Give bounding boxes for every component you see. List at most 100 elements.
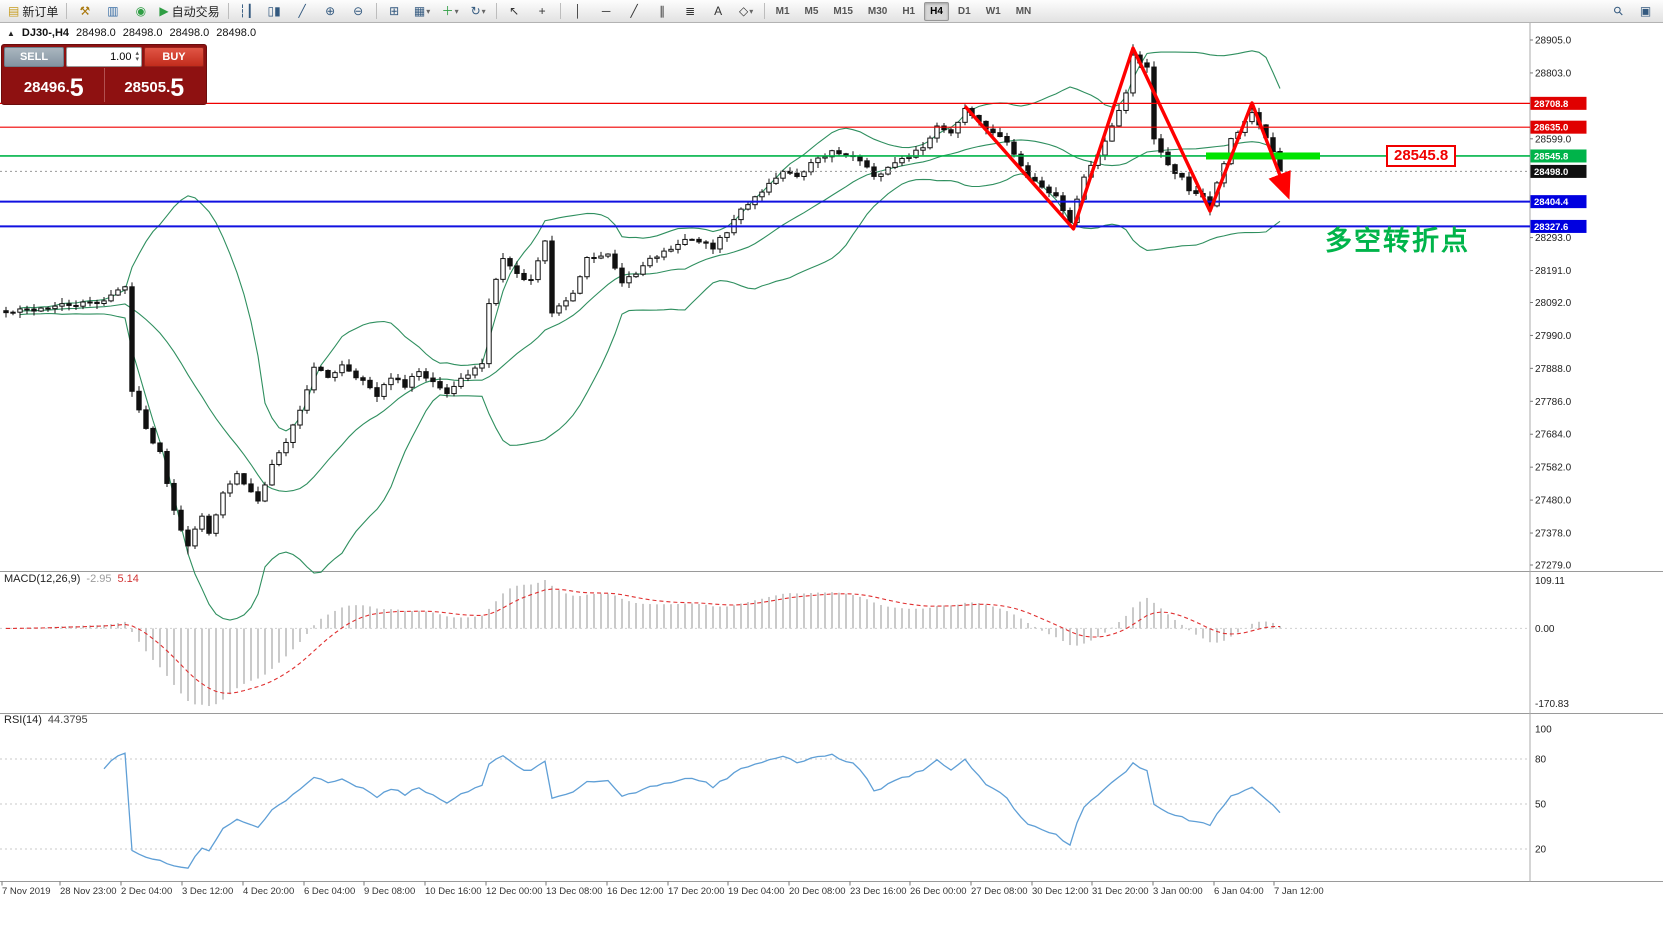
tile-windows-icon[interactable]: ⊞ bbox=[381, 1, 408, 22]
trade-panel-divider bbox=[103, 68, 105, 102]
vline-icon: │ bbox=[574, 4, 582, 18]
autotrading-button[interactable]: ▶ 自动交易 bbox=[155, 1, 223, 22]
sell-button[interactable]: SELL bbox=[4, 47, 64, 67]
vline-icon[interactable]: │ bbox=[565, 1, 592, 22]
time-label: 28 Nov 23:00 bbox=[60, 886, 117, 897]
timeframe-mn-button[interactable]: MN bbox=[1015, 5, 1032, 17]
rsi-label: RSI(14) 44.3795 bbox=[4, 714, 88, 726]
zoom-in-icon: ⊕ bbox=[325, 4, 336, 18]
volume-input[interactable] bbox=[67, 51, 134, 63]
new-chart-icon[interactable]: ▦ ▾ bbox=[409, 1, 436, 22]
fibonacci-icon[interactable]: ≣ bbox=[677, 1, 704, 22]
bollinger-middle-line bbox=[19, 139, 1281, 493]
macd-signal-line bbox=[6, 588, 1281, 694]
price-axis-label: 27582.0 bbox=[1535, 463, 1572, 474]
autotrading-icon: ▶ bbox=[159, 4, 169, 18]
timeframe-d1-button[interactable]: D1 bbox=[957, 5, 971, 17]
indicators-icon: ＋ bbox=[441, 4, 454, 18]
new-order-button-label: 新订单 bbox=[22, 4, 59, 19]
toolbox-icon[interactable]: ⚒ bbox=[71, 1, 98, 22]
level-lines bbox=[0, 102, 1530, 228]
price-axis-label: 27990.0 bbox=[1535, 331, 1572, 342]
zoom-in-icon[interactable]: ⊕ bbox=[317, 1, 344, 22]
price-axis-label: 27888.0 bbox=[1535, 364, 1572, 375]
timeframe-m15-button[interactable]: M15 bbox=[833, 5, 853, 17]
time-label: 20 Dec 08:00 bbox=[789, 886, 846, 897]
volume-down-button[interactable]: ▾ bbox=[135, 56, 139, 63]
hline-icon[interactable]: ─ bbox=[593, 1, 620, 22]
pane-frame bbox=[0, 23, 1663, 882]
text-icon[interactable]: A bbox=[705, 1, 732, 22]
price-tag: 28635.0 bbox=[1534, 123, 1568, 134]
rsi-axis-label: 50 bbox=[1535, 800, 1547, 811]
cycle-icon[interactable]: ↻ ▾ bbox=[465, 1, 492, 22]
shapes-icon[interactable]: ◇ ▾ bbox=[733, 1, 760, 22]
trendline-icon: ╱ bbox=[630, 4, 638, 18]
dropdown-caret-icon: ▾ bbox=[749, 6, 754, 16]
highlight-zone[interactable] bbox=[1206, 152, 1320, 160]
timeframe-h1-button[interactable]: H1 bbox=[902, 5, 916, 17]
price-tag: 28708.8 bbox=[1534, 99, 1568, 110]
macd-axis-bottom: -170.83 bbox=[1535, 699, 1569, 710]
rsi-pane: 100 80 50 20 bbox=[0, 725, 1552, 869]
market-watch-icon: ▥ bbox=[107, 4, 119, 18]
timeframe-h4-button[interactable]: H4 bbox=[924, 1, 949, 21]
price-axis-label: 28191.0 bbox=[1535, 266, 1572, 277]
toolbox-icon: ⚒ bbox=[79, 4, 91, 18]
channel-icon[interactable]: ∥ bbox=[649, 1, 676, 22]
bar-chart-icon[interactable]: ┆┃ bbox=[233, 1, 260, 22]
zoom-out-icon[interactable]: ⊖ bbox=[345, 1, 372, 22]
turning-point-note[interactable]: 多空转折点 bbox=[1325, 226, 1470, 256]
timeframe-w1-button[interactable]: W1 bbox=[985, 5, 1001, 17]
price-callout-label[interactable]: 28545.8 bbox=[1386, 145, 1457, 167]
panels-icon[interactable]: ▣ bbox=[1632, 1, 1659, 22]
price-tag: 28404.4 bbox=[1534, 197, 1569, 208]
time-label: 12 Dec 00:00 bbox=[486, 886, 543, 897]
volume-spinner: ▴ ▾ bbox=[133, 50, 141, 63]
timeframe-m5-button[interactable]: M5 bbox=[804, 5, 819, 17]
buy-price[interactable]: 28505. 5 bbox=[105, 68, 205, 102]
toolbar-separator bbox=[763, 3, 765, 19]
help-icon[interactable]: ◉ bbox=[127, 1, 154, 22]
dropdown-caret-icon: ▾ bbox=[481, 6, 486, 16]
timeframe-m30-button[interactable]: M30 bbox=[867, 5, 888, 17]
timeframe-m1-button[interactable]: M1 bbox=[775, 5, 790, 17]
zoom-out-icon: ⊖ bbox=[353, 4, 364, 18]
crosshair-icon[interactable]: + bbox=[529, 1, 556, 22]
new-order-button[interactable]: ▤ 新订单 bbox=[4, 1, 62, 22]
buy-price-int: 28505 bbox=[124, 79, 167, 96]
candlestick-icon[interactable]: ▯▮ bbox=[261, 1, 288, 22]
rsi-line bbox=[103, 752, 1281, 869]
volume-up-button[interactable]: ▴ bbox=[135, 50, 139, 57]
price-axis-label: 27480.0 bbox=[1535, 496, 1572, 507]
buy-button[interactable]: BUY bbox=[144, 47, 204, 67]
cursor-icon[interactable]: ↖ bbox=[501, 1, 528, 22]
line-chart-icon: ╱ bbox=[298, 4, 306, 18]
rsi-name: RSI(14) bbox=[4, 714, 42, 726]
trend-zigzag[interactable] bbox=[963, 46, 1291, 231]
rsi-value: 44.3795 bbox=[47, 714, 88, 726]
price-axis-label: 27684.0 bbox=[1535, 430, 1572, 441]
one-click-trading-panel: SELL ▴ ▾ BUY 28496.5 28505.5 bbox=[1, 44, 207, 105]
text-icon: A bbox=[714, 4, 723, 18]
line-chart-icon[interactable]: ╱ bbox=[289, 1, 316, 22]
sell-price[interactable]: 28496. 5 bbox=[4, 68, 104, 102]
indicators-icon[interactable]: ＋ ▾ bbox=[437, 1, 464, 22]
time-label: 17 Dec 20:00 bbox=[668, 886, 725, 897]
new-order-icon: ▤ bbox=[8, 4, 20, 18]
help-icon: ◉ bbox=[135, 4, 147, 18]
trade-panel-prices: 28496. 5 28505. 5 bbox=[4, 68, 204, 102]
market-watch-icon[interactable]: ▥ bbox=[99, 1, 126, 22]
price-axis-label: 28803.0 bbox=[1535, 68, 1572, 79]
channel-icon: ∥ bbox=[659, 4, 666, 18]
trendline-icon[interactable]: ╱ bbox=[621, 1, 648, 22]
panels-icon: ▣ bbox=[1639, 4, 1652, 18]
search-icon[interactable]: ⚲ bbox=[1605, 1, 1632, 22]
macd-name: MACD(12,26,9) bbox=[4, 573, 81, 585]
price-tag: 28498.0 bbox=[1534, 167, 1568, 178]
toolbar-separator bbox=[66, 3, 68, 19]
volume-stepper[interactable]: ▴ ▾ bbox=[66, 47, 142, 67]
candlestick-icon: ▯▮ bbox=[267, 4, 281, 18]
